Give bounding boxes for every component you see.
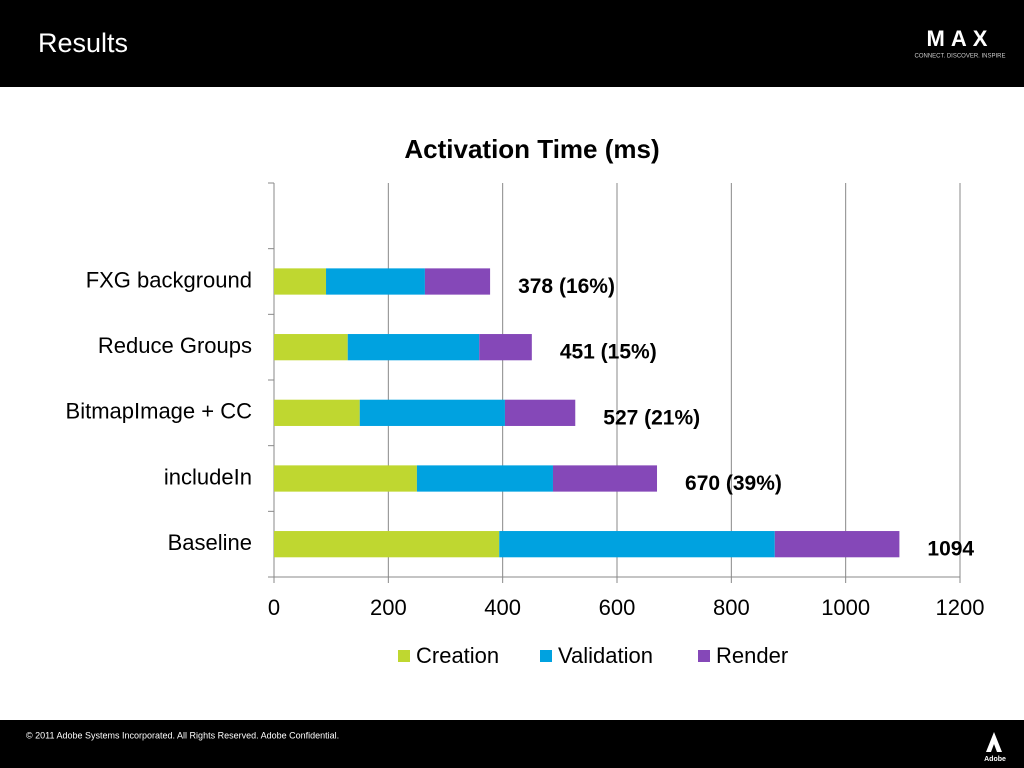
header-bar (0, 0, 1024, 87)
bar-segment (416, 465, 553, 492)
legend-swatch (698, 650, 710, 662)
bar-segment (274, 268, 327, 295)
y-tick-label: FXG background (86, 267, 252, 292)
slide-title: Results (38, 28, 128, 58)
chart-title: Activation Time (ms) (404, 134, 659, 164)
total-label: 1094 (927, 538, 974, 561)
bar-segment (274, 399, 360, 426)
brand-text: Adobe (984, 756, 1006, 763)
bar-segment (326, 268, 425, 295)
footer-text: © 2011 Adobe Systems Incorporated. All R… (26, 730, 339, 740)
brand-icon (986, 732, 1002, 752)
x-tick-label: 400 (484, 595, 521, 620)
bar-segment (504, 399, 576, 426)
bar-segment (359, 399, 505, 426)
x-tick-label: 800 (713, 595, 750, 620)
bar-segment (274, 334, 348, 361)
y-tick-label: BitmapImage + CC (66, 399, 253, 424)
bar-segment (424, 268, 491, 295)
y-tick-label: Baseline (168, 530, 252, 555)
legend-label: Render (716, 643, 788, 668)
bar-segment (552, 465, 658, 492)
x-tick-label: 1200 (936, 595, 985, 620)
legend-label: Creation (416, 643, 499, 668)
y-tick-label: includeIn (164, 464, 252, 489)
tagline: CONNECT. DISCOVER. INSPIRE (914, 54, 1005, 60)
total-label: 670 (39%) (685, 472, 782, 495)
x-tick-label: 600 (599, 595, 636, 620)
total-label: 451 (15%) (560, 341, 657, 364)
total-label: 527 (21%) (603, 406, 700, 429)
x-tick-label: 1000 (821, 595, 870, 620)
bar-segment (774, 531, 900, 558)
bar-segment (274, 465, 417, 492)
bar-segment (499, 531, 775, 558)
total-label: 378 (16%) (518, 275, 615, 298)
logo: MAX (927, 26, 994, 51)
bar-segment (479, 334, 532, 361)
footer-bar (0, 720, 1024, 768)
legend-swatch (398, 650, 410, 662)
legend-label: Validation (558, 643, 653, 668)
y-tick-label: Reduce Groups (98, 333, 252, 358)
x-tick-label: 0 (268, 595, 280, 620)
bar-segment (274, 531, 500, 558)
legend-swatch (540, 650, 552, 662)
bar-segment (347, 334, 480, 361)
x-tick-label: 200 (370, 595, 407, 620)
